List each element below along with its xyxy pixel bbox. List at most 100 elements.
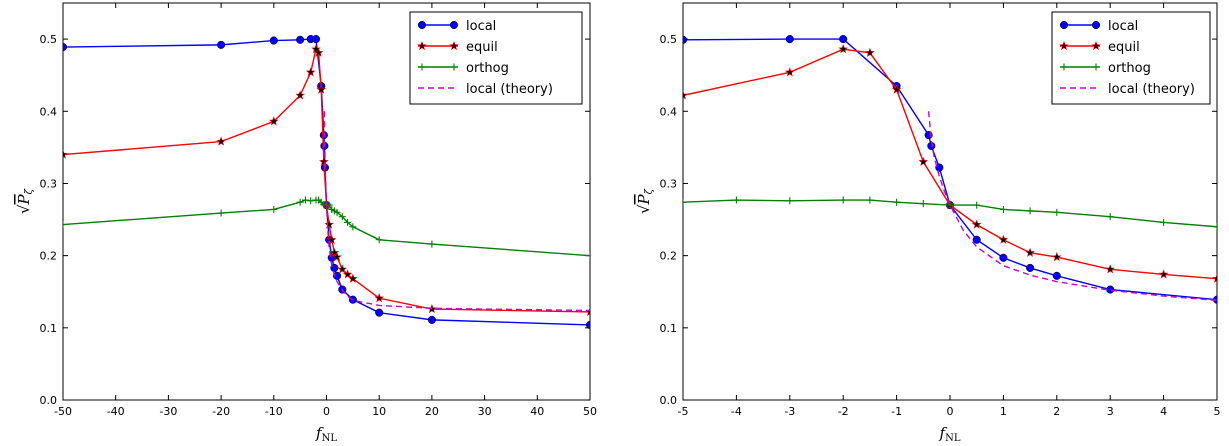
data-point [295,90,305,100]
data-point [296,35,305,44]
data-point [301,196,309,204]
data-point [683,198,687,206]
x-tick-label: 0 [323,405,330,418]
data-point [1106,285,1115,294]
data-point [349,223,357,231]
x-tick-label: 10 [372,405,386,418]
legend-marker [1059,40,1069,51]
data-point [935,163,944,172]
data-point [305,67,316,77]
series-layer [683,35,1217,304]
y-tick-label: 0.3 [40,177,58,190]
y-tick-label: 0.2 [40,250,58,263]
data-point [585,320,590,329]
data-point [683,90,688,100]
data-point [998,234,1009,244]
data-point [1052,252,1062,262]
data-point [866,196,874,204]
y-tick-label: 0.5 [660,33,678,46]
series-line [683,48,1217,280]
x-tick-label: 3 [1107,405,1114,418]
data-point [1052,271,1061,280]
data-point [891,84,902,94]
legend-label: local (theory) [466,82,553,97]
data-point [63,149,68,159]
data-point [1026,207,1034,215]
data-point [1158,269,1169,279]
data-point [1160,218,1168,226]
data-point [63,221,67,229]
series-local-theory- [323,111,590,312]
data-point [839,35,848,44]
data-point [973,201,981,209]
data-point [1025,247,1035,257]
x-tick-label: 4 [1160,405,1167,418]
y-tick-label: 0.1 [660,322,678,335]
legend-label: equil [1108,40,1140,55]
legend-label: equil [466,40,498,55]
data-point [999,253,1008,262]
x-axis-label: fNL [315,424,337,444]
data-point [319,156,329,166]
x-tick-label: 50 [583,405,597,418]
y-tick-label: 0.4 [660,105,678,118]
chart-panel-2: -5 -4 -3 -2 -1 0 1 2 3 4 5 0.0 0.1 0.2 0.3 0.4 0.5 fNL √Pζ… [635,2,1221,444]
y-tick-label: 0.5 [40,33,58,46]
legend-box [1051,11,1211,105]
data-point [217,40,226,49]
data-point [324,219,334,229]
x-tick-label: -1 [891,405,902,418]
data-point [683,35,688,44]
data-point [893,198,901,206]
x-tick-label: 2 [1053,405,1060,418]
x-tick-label: -5 [678,405,689,418]
data-point [785,67,795,77]
y-tick-label: 0.0 [40,394,58,407]
x-tick-label: -20 [212,405,230,418]
data-point [374,293,384,303]
series-layer [63,35,590,329]
data-point [333,208,341,216]
legend-marker [418,63,426,71]
data-point [375,308,384,317]
data-point [313,47,324,57]
legend-label: orthog [1108,61,1151,76]
data-point [1212,273,1217,283]
data-point [332,252,342,262]
data-point [946,201,954,209]
data-point [332,271,342,280]
data-point [999,205,1007,213]
legend-label: local (theory) [1108,82,1195,97]
data-point [216,136,226,146]
data-point [919,200,927,208]
series-line [323,111,590,312]
data-point [316,84,327,94]
legend-label: local [1108,19,1138,34]
y-tick-label: 0.4 [40,105,58,118]
data-point [732,196,740,204]
data-point [338,213,346,221]
data-point [1053,208,1061,216]
y-tick-label: 0.3 [660,177,678,190]
chart-panel-1: -50 -40 -30 -20 -10 0 10 20 30 40 500.00.10.20.30.… [15,2,597,444]
data-point [971,219,982,229]
data-point [918,156,929,166]
data-point [217,209,225,217]
data-point [344,218,352,226]
x-tick-label: 0 [947,405,954,418]
data-point [375,236,383,244]
legend-marker [1060,63,1068,71]
x-tick-label: -30 [159,405,177,418]
y-axis-label: √Pζ [635,188,655,214]
series-local [683,35,1217,304]
data-point [337,264,348,274]
x-tick-label: -50 [54,405,72,418]
series-line [683,38,1217,301]
legend: local equil orthog local (theory) [1051,11,1211,105]
legend-marker [417,20,427,30]
legend-marker [450,63,458,71]
data-point [839,196,847,204]
data-point [865,47,875,57]
y-axis: 0.0 0.1 0.2 0.3 0.4 0.5 [40,33,590,407]
series-orthog [683,196,1217,231]
